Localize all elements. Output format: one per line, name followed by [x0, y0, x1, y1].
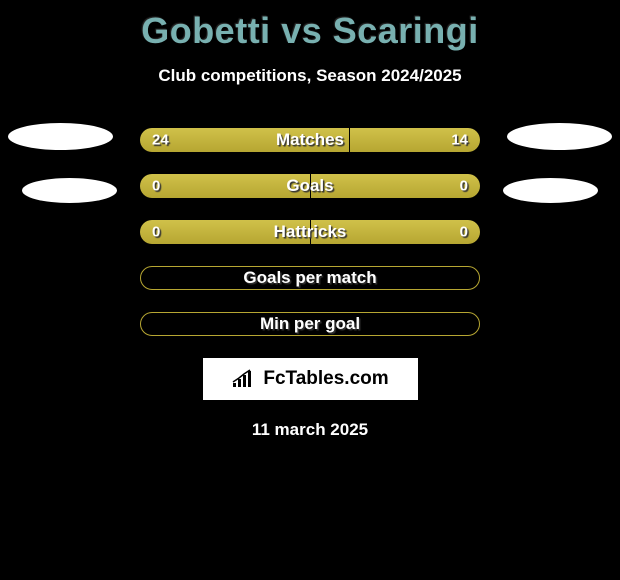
- bar-left: [140, 174, 310, 198]
- stat-label: Matches: [276, 130, 344, 150]
- stat-label: Hattricks: [274, 222, 347, 242]
- stat-row-matches: 24 Matches 14: [140, 128, 480, 152]
- stat-label: Min per goal: [260, 314, 360, 334]
- brand-text: FcTables.com: [263, 368, 388, 390]
- stat-row-goals: 0 Goals 0: [140, 174, 480, 198]
- stat-value-left: 0: [152, 178, 160, 195]
- stat-row-gpm: Goals per match: [140, 266, 480, 290]
- stat-row-hattricks: 0 Hattricks 0: [140, 220, 480, 244]
- bar-right: [311, 174, 481, 198]
- stat-value-right: 0: [460, 178, 468, 195]
- player-left-photo-1: [8, 123, 113, 150]
- stat-value-right: 14: [451, 132, 468, 149]
- stat-value-left: 24: [152, 132, 169, 149]
- player-right-photo-1: [507, 123, 612, 150]
- stats-container: 24 Matches 14 0 Goals 0 0 Hattricks 0 Go…: [140, 128, 480, 336]
- stat-value-left: 0: [152, 224, 160, 241]
- stat-row-mpg: Min per goal: [140, 312, 480, 336]
- page-title: Gobetti vs Scaringi: [0, 0, 620, 52]
- stat-value-right: 0: [460, 224, 468, 241]
- stat-label: Goals per match: [243, 268, 376, 288]
- player-right-photo-2: [503, 178, 598, 203]
- stat-label: Goals: [286, 176, 333, 196]
- date-label: 11 march 2025: [0, 420, 620, 440]
- chart-icon: [231, 369, 257, 389]
- page-subtitle: Club competitions, Season 2024/2025: [0, 66, 620, 86]
- brand-badge: FcTables.com: [203, 358, 418, 400]
- player-left-photo-2: [22, 178, 117, 203]
